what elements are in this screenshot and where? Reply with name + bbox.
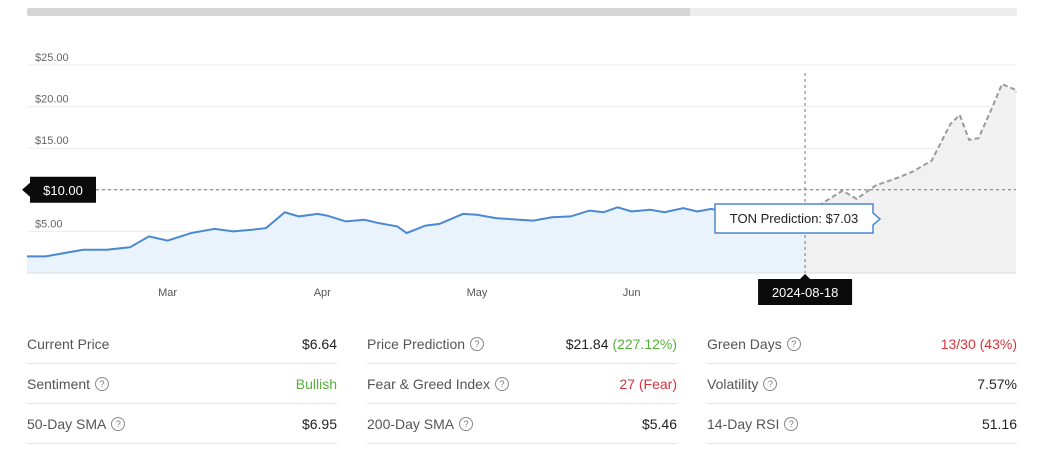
stat-label: Sentiment? xyxy=(27,375,110,392)
stats-row: 50-Day SMA? $6.95 200-Day SMA? $5.46 14-Day … xyxy=(27,404,1017,444)
stat-value-text: $21.84 xyxy=(565,335,609,352)
stat-value-text: $6.95 xyxy=(301,415,337,432)
stat-value-text: 13/30 (43%) xyxy=(940,335,1017,352)
x-tick-label: Mar xyxy=(158,287,177,299)
forecast-area xyxy=(805,84,1016,273)
stat-label: 14-Day RSI? xyxy=(707,415,799,432)
help-icon[interactable]: ? xyxy=(470,336,485,351)
help-icon[interactable]: ? xyxy=(459,416,474,431)
price-marker-box xyxy=(22,176,96,203)
date-marker-box xyxy=(758,279,853,305)
x-tick-label: Jun xyxy=(623,287,641,299)
stat-label: 50-Day SMA? xyxy=(27,415,126,432)
help-icon[interactable]: ? xyxy=(763,376,778,391)
stat-cell: Volatility? 7.57% xyxy=(707,364,1017,404)
stat-value-text: 51.16 xyxy=(981,415,1017,432)
stats-row: Sentiment? Bullish Fear & Greed Index? 27 (… xyxy=(27,364,1017,404)
help-icon[interactable]: ? xyxy=(784,416,799,431)
help-icon[interactable]: ? xyxy=(111,416,126,431)
stat-value: $6.64 xyxy=(302,336,337,352)
stat-cell: Fear & Greed Index? 27 (Fear) xyxy=(367,364,677,404)
progress-bar xyxy=(27,8,1017,16)
stat-label-text: Sentiment xyxy=(27,375,91,392)
stat-value: 51.16 xyxy=(982,416,1017,432)
stat-value: $21.84 (227.12%) xyxy=(566,336,677,352)
y-tick-label: $5.00 xyxy=(35,218,63,230)
stat-value-text: Bullish xyxy=(295,375,337,392)
stat-cell: Green Days? 13/30 (43%) xyxy=(707,324,1017,364)
y-tick-label: $20.00 xyxy=(35,94,69,106)
x-tick-label: Apr xyxy=(314,287,331,299)
stat-cell: Sentiment? Bullish xyxy=(27,364,337,404)
help-icon[interactable]: ? xyxy=(786,336,801,351)
stat-value-text: 7.57% xyxy=(977,375,1017,392)
stat-value: $5.46 xyxy=(642,416,677,432)
stat-value: 27 (Fear) xyxy=(619,376,677,392)
price-prediction-chart: $0.00$5.00$15.00$20.00$25.00MarAprMayJun… xyxy=(22,52,1017,305)
stat-cell: Price Prediction? $21.84 (227.12%) xyxy=(367,324,677,364)
stat-label-text: 200-Day SMA xyxy=(367,415,455,432)
stat-label-text: 14-Day RSI xyxy=(707,415,780,432)
stat-label-text: Price Prediction xyxy=(367,335,466,352)
stat-value: 7.57% xyxy=(977,376,1017,392)
x-tick-label: May xyxy=(467,287,488,299)
history-area xyxy=(27,207,806,273)
stat-label-text: 50-Day SMA xyxy=(27,415,107,432)
stats-row: Current Price $6.64 Price Prediction? $21.8… xyxy=(27,324,1017,364)
date-marker-label: 2024-08-18 xyxy=(772,285,839,300)
stat-label: Price Prediction? xyxy=(367,335,485,352)
y-tick-label: $25.00 xyxy=(35,52,69,64)
stat-label: 200-Day SMA? xyxy=(367,415,474,432)
stat-cell: Current Price $6.64 xyxy=(27,324,337,364)
stat-value-text: 27 (Fear) xyxy=(619,375,677,392)
prediction-tooltip-label: TON Prediction: $7.03 xyxy=(730,211,858,226)
stat-value-text: $6.64 xyxy=(301,335,337,352)
prediction-tooltip-box xyxy=(714,203,882,234)
stat-label: Current Price xyxy=(27,336,109,352)
stat-label: Volatility? xyxy=(707,375,778,392)
stat-value-text: $5.46 xyxy=(641,415,677,432)
progress-bar-fill xyxy=(27,8,691,16)
stat-cell: 14-Day RSI? 51.16 xyxy=(707,404,1017,444)
stats-table: Current Price $6.64 Price Prediction? $21.8… xyxy=(27,324,1017,444)
stat-label: Green Days? xyxy=(707,336,801,352)
history-line xyxy=(27,206,806,258)
stat-label-text: Fear & Greed Index xyxy=(367,375,490,392)
stat-value: Bullish xyxy=(296,376,337,392)
stat-label-text: Green Days xyxy=(707,335,782,352)
stat-label-text: Current Price xyxy=(27,335,110,352)
price-marker-label: $10.00 xyxy=(43,183,83,198)
stat-value: 13/30 (43%) xyxy=(941,336,1017,352)
stat-cell: 50-Day SMA? $6.95 xyxy=(27,404,337,444)
forecast-line xyxy=(804,82,1017,216)
stat-label: Fear & Greed Index? xyxy=(367,376,509,392)
stat-value-change: (227.12%) xyxy=(608,335,677,352)
help-icon[interactable]: ? xyxy=(494,376,509,391)
stat-value: $6.95 xyxy=(302,416,337,432)
help-icon[interactable]: ? xyxy=(95,376,110,391)
y-tick-label: $15.00 xyxy=(35,135,69,147)
stat-cell: 200-Day SMA? $5.46 xyxy=(367,404,677,444)
stat-label-text: Volatility xyxy=(707,375,759,392)
date-marker-pointer xyxy=(800,274,811,279)
